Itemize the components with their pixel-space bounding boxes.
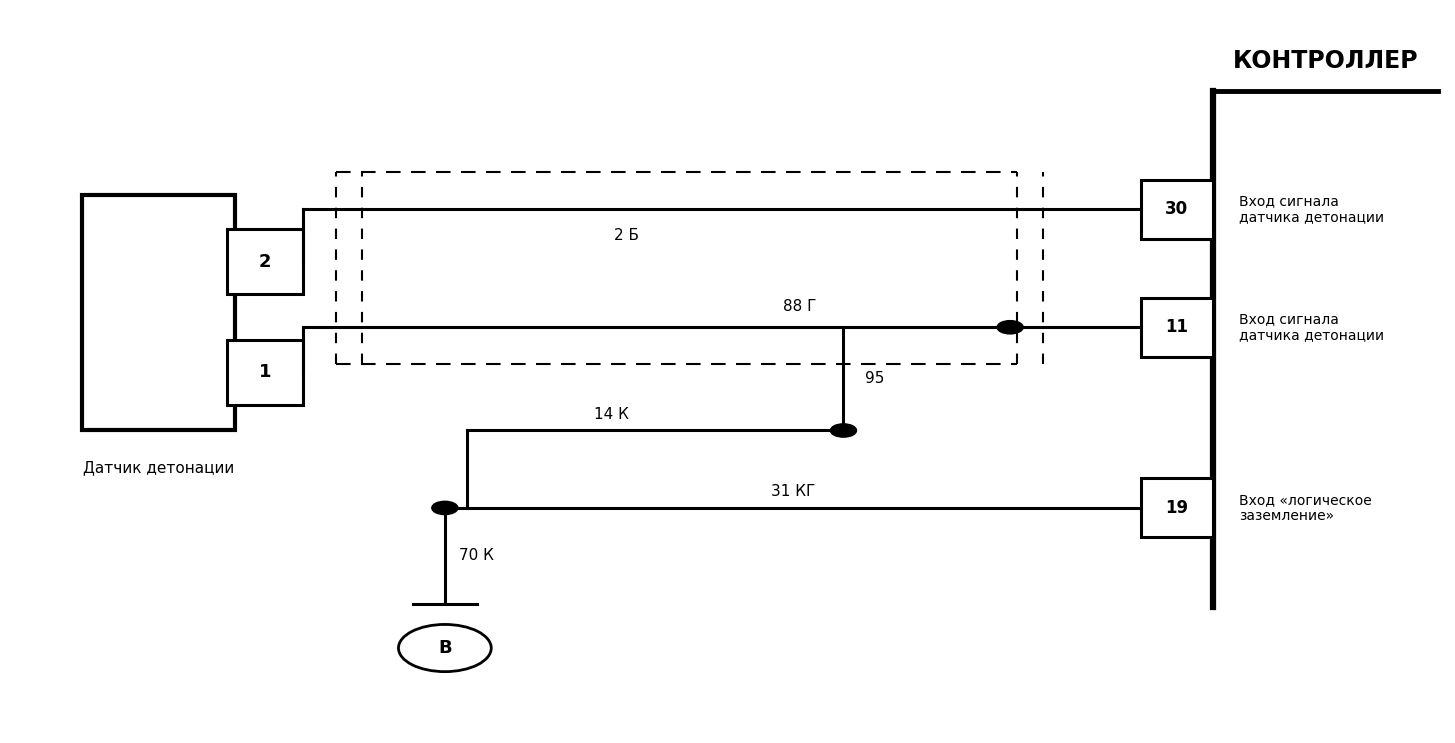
Text: КОНТРОЛЛЕР: КОНТРОЛЛЕР	[1232, 49, 1419, 73]
Circle shape	[432, 502, 458, 515]
Text: 95: 95	[866, 372, 885, 386]
Text: 2 Б: 2 Б	[614, 227, 639, 243]
Bar	[83, 195, 234, 430]
Text: 19: 19	[1165, 499, 1189, 517]
Text: 31 КГ: 31 КГ	[771, 484, 815, 499]
Circle shape	[997, 321, 1023, 334]
Bar	[1141, 298, 1213, 357]
Bar	[1141, 180, 1213, 239]
Text: Вход «логическое
заземление»: Вход «логическое заземление»	[1240, 493, 1372, 523]
Text: Вход сигнала
датчика детонации: Вход сигнала датчика детонации	[1240, 312, 1384, 343]
Bar	[227, 340, 303, 405]
Text: 1: 1	[259, 363, 272, 381]
Text: 2: 2	[259, 253, 272, 270]
Text: Вход сигнала
датчика детонации: Вход сигнала датчика детонации	[1240, 194, 1384, 224]
Text: 14 К: 14 К	[594, 406, 629, 421]
Text: В: В	[438, 639, 451, 657]
Bar	[227, 229, 303, 294]
Text: Датчик детонации: Датчик детонации	[83, 460, 234, 475]
Text: 30: 30	[1165, 201, 1189, 218]
Circle shape	[399, 624, 492, 672]
Text: 88 Г: 88 Г	[783, 299, 816, 314]
Circle shape	[831, 424, 857, 437]
Text: 11: 11	[1165, 318, 1189, 337]
Bar	[1141, 478, 1213, 537]
Text: 70 К: 70 К	[460, 548, 495, 563]
